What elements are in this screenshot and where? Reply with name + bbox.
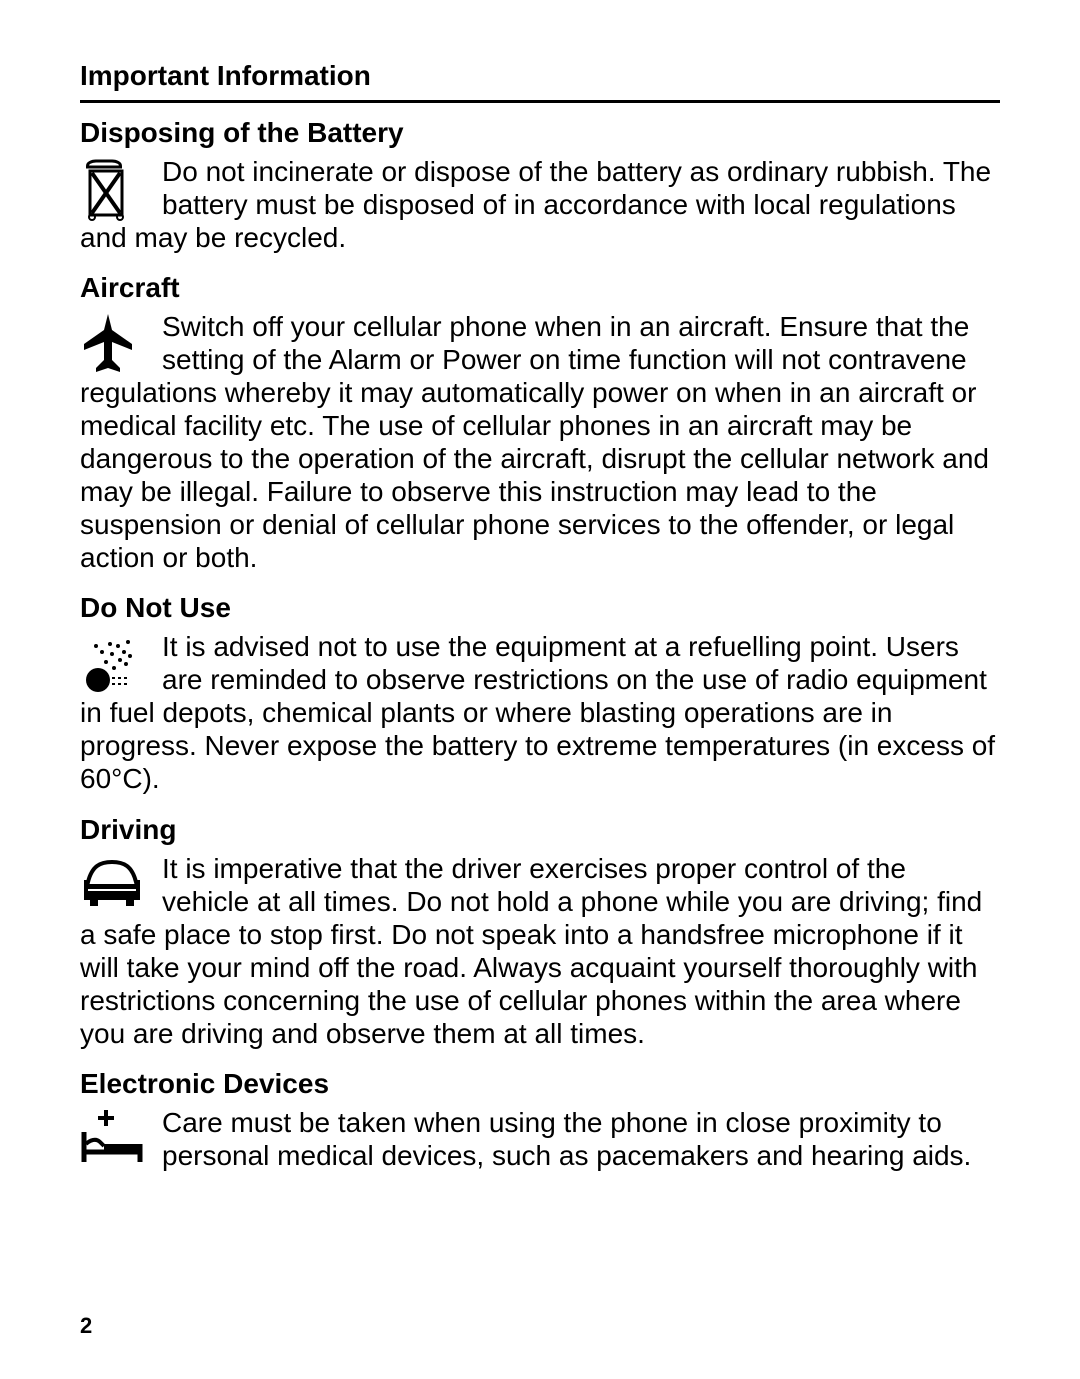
page-number: 2 [80, 1313, 92, 1339]
section-body-battery: Do not incinerate or dispose of the batt… [80, 155, 1000, 254]
section-heading-battery: Disposing of the Battery [80, 117, 1000, 149]
section-body-aircraft: Switch off your cellular phone when in a… [80, 310, 1000, 574]
section-text-driving: It is imperative that the driver exercis… [80, 853, 982, 1049]
section-text-donotuse: It is advised not to use the equipment a… [80, 631, 995, 794]
section-body-electronic: Care must be taken when using the phone … [80, 1106, 1000, 1172]
document-page: Important Information Disposing of the B… [0, 0, 1080, 1379]
title-rule [80, 100, 1000, 103]
section-body-driving: It is imperative that the driver exercis… [80, 852, 1000, 1050]
section-heading-aircraft: Aircraft [80, 272, 1000, 304]
explosion-icon [80, 632, 152, 696]
airplane-icon [80, 312, 152, 376]
page-title: Important Information [80, 60, 1000, 92]
section-heading-electronic: Electronic Devices [80, 1068, 1000, 1100]
hospital-bed-icon [80, 1108, 152, 1172]
recycle-bin-icon [80, 157, 152, 221]
section-text-electronic: Care must be taken when using the phone … [162, 1107, 971, 1171]
section-body-donotuse: It is advised not to use the equipment a… [80, 630, 1000, 795]
section-text-battery: Do not incinerate or dispose of the batt… [80, 156, 991, 253]
car-icon [80, 854, 152, 918]
section-heading-donotuse: Do Not Use [80, 592, 1000, 624]
section-heading-driving: Driving [80, 814, 1000, 846]
section-text-aircraft: Switch off your cellular phone when in a… [80, 311, 989, 573]
